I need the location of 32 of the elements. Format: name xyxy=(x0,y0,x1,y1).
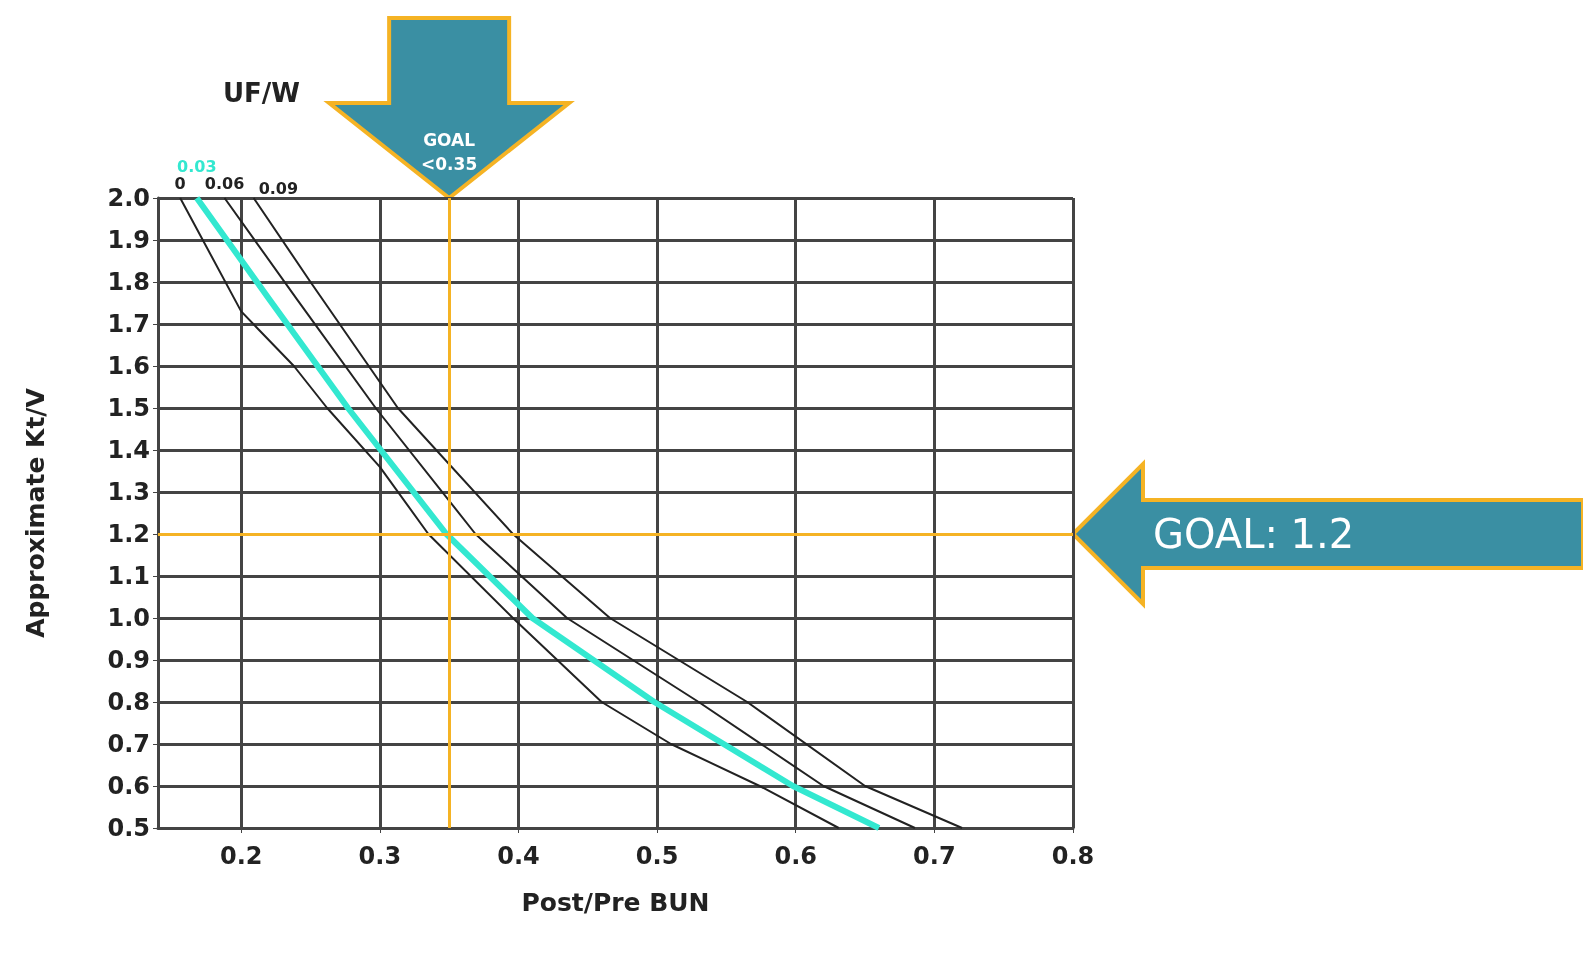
series-label: 0.06 xyxy=(204,173,245,193)
ref-line-label: GOAL <0.35 xyxy=(421,130,478,174)
x-tick-label: 0.5 xyxy=(635,842,679,870)
y-tick-label: 0.5 xyxy=(107,814,150,842)
y-tick-label: 1.7 xyxy=(107,310,150,338)
y-tick-label: 0.7 xyxy=(107,730,150,758)
y-axis-title: Approximate Kt/V xyxy=(21,387,50,638)
y-tick-label: 1.9 xyxy=(107,226,150,254)
x-tick-label: 0.8 xyxy=(1051,842,1095,870)
x-tick-label: 0.7 xyxy=(913,842,956,870)
ref-line-label: GOAL: 1.2 xyxy=(1153,511,1355,557)
y-tick-label: 0.8 xyxy=(107,688,150,716)
y-tick-label: 1.8 xyxy=(107,268,150,296)
series-label: 0.03 xyxy=(177,156,217,176)
y-tick-label: 1.6 xyxy=(107,352,150,380)
y-tick-label: 1.2 xyxy=(107,520,150,548)
y-tick-label: 2.0 xyxy=(107,184,150,212)
series-label: 0.09 xyxy=(258,178,299,198)
y-tick-label: 0.9 xyxy=(107,646,150,674)
y-tick-label: 1.5 xyxy=(107,394,150,422)
x-tick-label: 0.4 xyxy=(497,842,540,870)
y-tick-label: 1.1 xyxy=(107,562,150,590)
y-tick-label: 1.0 xyxy=(107,604,150,632)
legend-title: UF/W xyxy=(223,78,301,108)
series-label: 0 xyxy=(174,173,186,193)
y-tick-label: 1.3 xyxy=(107,478,150,506)
x-tick-label: 0.3 xyxy=(358,842,402,870)
x-tick-label: 0.2 xyxy=(219,842,263,870)
y-tick-label: 1.4 xyxy=(107,436,150,464)
y-tick-label: 0.6 xyxy=(107,772,150,800)
x-tick-label: 0.6 xyxy=(774,842,817,870)
x-axis-title: Post/Pre BUN xyxy=(521,888,710,917)
